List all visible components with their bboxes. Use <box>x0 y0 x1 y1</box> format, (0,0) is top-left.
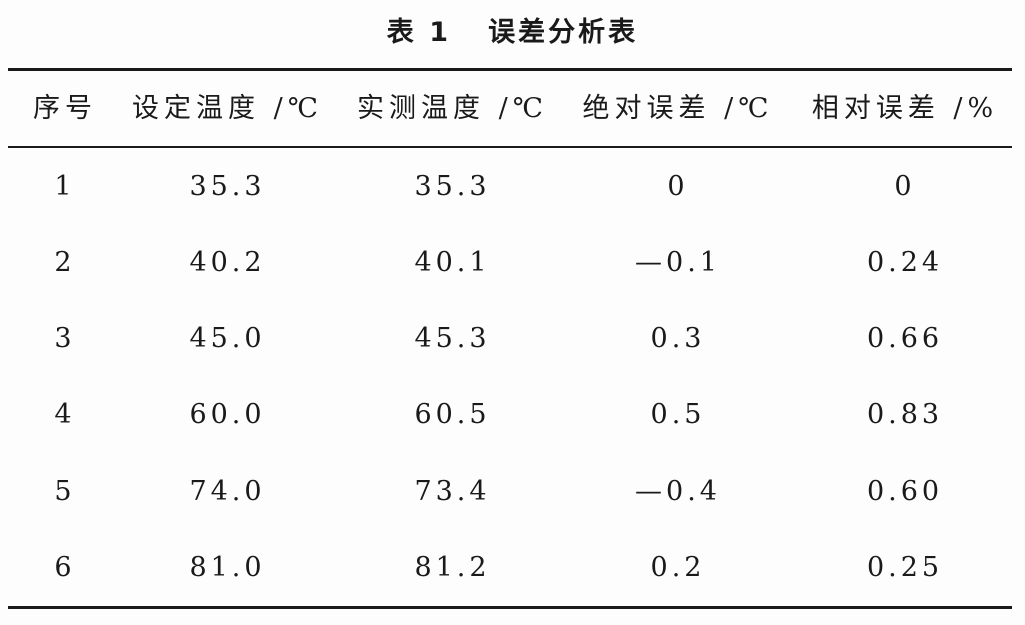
header-relative-error: 相对误差 /% <box>811 93 999 124</box>
table-row: 3 45.0 45.3 0.3 0.66 <box>0 319 1025 359</box>
cell-relative-error: 0 <box>894 171 916 202</box>
cell-absolute-error: —0.1 <box>635 247 721 278</box>
cell-set-temperature: 60.0 <box>189 399 266 430</box>
cell-index: 1 <box>54 171 76 202</box>
cell-measured-temperature: 45.3 <box>414 323 491 354</box>
cell-index: 2 <box>54 247 76 278</box>
header-rule <box>8 146 1012 148</box>
cell-absolute-error: 0 <box>667 171 689 202</box>
cell-set-temperature: 40.2 <box>189 247 266 278</box>
table-header-row: 序号 设定温度 /℃ 实测温度 /℃ 绝对误差 /℃ 相对误差 /% <box>0 89 1025 129</box>
cell-measured-temperature: 60.5 <box>414 399 491 430</box>
cell-index: 3 <box>54 323 76 354</box>
cell-index: 6 <box>54 552 76 583</box>
table-row: 2 40.2 40.1 —0.1 0.24 <box>0 243 1025 283</box>
table-row: 1 35.3 35.3 0 0 <box>0 167 1025 207</box>
table-row: 6 81.0 81.2 0.2 0.25 <box>0 548 1025 588</box>
cell-measured-temperature: 35.3 <box>414 171 491 202</box>
header-index: 序号 <box>33 93 97 124</box>
cell-absolute-error: 0.2 <box>650 552 706 583</box>
cell-absolute-error: 0.3 <box>650 323 706 354</box>
cell-relative-error: 0.25 <box>866 552 944 583</box>
table-title: 表 1 误差分析表 <box>386 17 639 48</box>
cell-relative-error: 0.66 <box>866 323 944 354</box>
cell-measured-temperature: 73.4 <box>414 476 491 507</box>
cell-measured-temperature: 81.2 <box>414 552 491 583</box>
cell-index: 4 <box>54 399 76 430</box>
cell-measured-temperature: 40.1 <box>414 247 491 278</box>
cell-set-temperature: 81.0 <box>189 552 266 583</box>
bottom-rule <box>8 606 1012 609</box>
cell-index: 5 <box>54 476 76 507</box>
cell-set-temperature: 45.0 <box>189 323 266 354</box>
table-row: 4 60.0 60.5 0.5 0.83 <box>0 395 1025 435</box>
cell-absolute-error: —0.4 <box>635 476 721 507</box>
cell-set-temperature: 35.3 <box>189 171 266 202</box>
header-measured-temperature: 实测温度 /℃ <box>357 93 548 124</box>
header-set-temperature: 设定温度 /℃ <box>132 93 323 124</box>
cell-absolute-error: 0.5 <box>650 399 706 430</box>
cell-set-temperature: 74.0 <box>189 476 266 507</box>
header-absolute-error: 绝对误差 /℃ <box>582 93 774 124</box>
cell-relative-error: 0.83 <box>866 399 944 430</box>
table-row: 5 74.0 73.4 —0.4 0.60 <box>0 472 1025 512</box>
cell-relative-error: 0.24 <box>866 247 944 278</box>
top-rule <box>8 68 1012 71</box>
cell-relative-error: 0.60 <box>866 476 944 507</box>
